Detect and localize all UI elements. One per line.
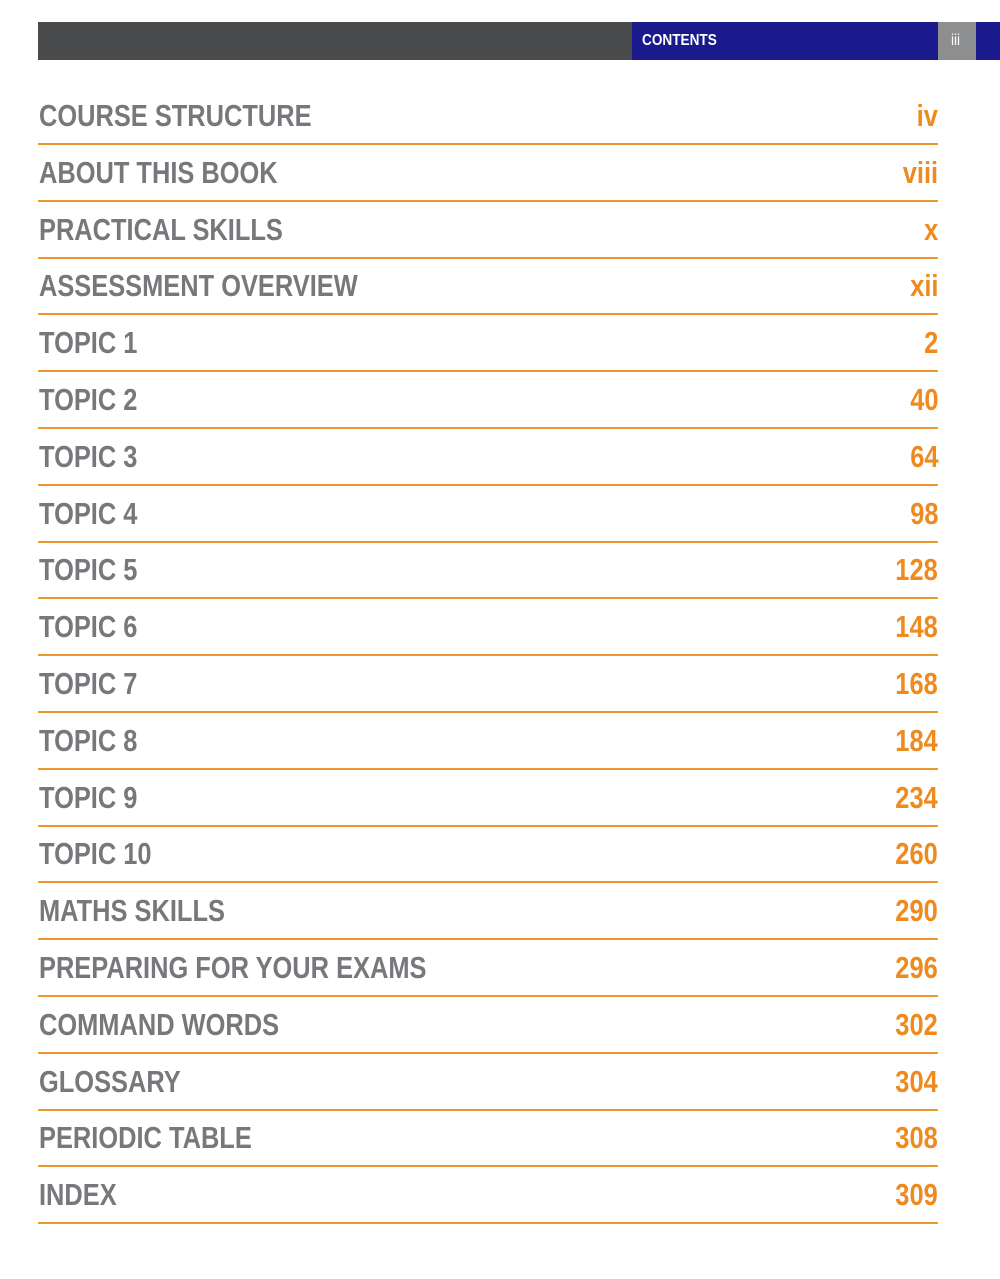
- divider: [38, 711, 938, 713]
- entry-page: 296: [895, 950, 938, 985]
- entry-page: 128: [895, 552, 938, 588]
- entry-title: PERIODIC TABLE: [39, 1120, 252, 1156]
- divider: [38, 1108, 938, 1111]
- entry-title: ABOUT THIS BOOK: [39, 154, 278, 190]
- entry-title: COURSE STRUCTURE: [39, 98, 312, 133]
- header-bar: [38, 22, 632, 60]
- entry-page: 168: [895, 666, 938, 701]
- entry-title: TOPIC 9: [39, 779, 138, 815]
- entry-page: iv: [916, 98, 938, 133]
- entry-title: TOPIC 6: [39, 609, 138, 645]
- entry-page: 40: [909, 382, 938, 417]
- entry-page: 304: [895, 1063, 938, 1099]
- entry-page: 290: [895, 893, 938, 929]
- entry-title: TOPIC 2: [39, 382, 138, 417]
- entry-page: 260: [895, 836, 938, 872]
- entry-page: 184: [895, 722, 938, 758]
- entry-page: 98: [909, 495, 938, 531]
- entry-title: TOPIC 10: [39, 836, 152, 872]
- divider: [38, 313, 938, 316]
- entry-title: PRACTICAL SKILLS: [39, 211, 283, 247]
- entry-title: COMMAND WORDS: [39, 1006, 280, 1042]
- page-number: iii: [951, 32, 961, 49]
- divider: [38, 1051, 938, 1054]
- edge-bar: [976, 22, 1000, 60]
- entry-page: viii: [902, 154, 938, 190]
- divider: [38, 483, 938, 486]
- divider: [38, 199, 938, 202]
- entry-page: 64: [909, 438, 938, 474]
- divider: [38, 995, 938, 997]
- header-section-bar: CONTENTS: [632, 22, 938, 60]
- entry-title: MATHS SKILLS: [39, 893, 225, 929]
- entry-title: TOPIC 5: [39, 552, 138, 588]
- divider: [38, 370, 938, 373]
- divider: [38, 597, 938, 600]
- entry-title: INDEX: [39, 1177, 117, 1213]
- entry-title: TOPIC 4: [39, 495, 138, 531]
- entry-page: 308: [895, 1120, 938, 1156]
- entry-title: TOPIC 7: [39, 666, 138, 701]
- divider: [38, 1165, 938, 1168]
- entry-page: 148: [895, 609, 938, 645]
- entry-page: 2: [923, 325, 938, 361]
- entry-title: ASSESSMENT OVERVIEW: [39, 268, 358, 304]
- divider: [38, 256, 938, 259]
- divider: [38, 824, 938, 827]
- entry-page: 309: [895, 1177, 938, 1213]
- divider: [38, 654, 938, 657]
- entry-title: GLOSSARY: [39, 1063, 181, 1099]
- page-number-box: iii: [938, 22, 976, 60]
- divider: [38, 1222, 938, 1225]
- divider: [38, 540, 938, 543]
- entry-page: x: [923, 211, 938, 247]
- divider: [38, 427, 938, 429]
- entry-page: xii: [909, 268, 938, 304]
- divider: [38, 767, 938, 770]
- divider: [38, 881, 938, 884]
- entry-title: TOPIC 1: [39, 325, 138, 361]
- divider: [38, 143, 938, 145]
- entry-title: TOPIC 8: [39, 722, 138, 758]
- entry-title: PREPARING FOR YOUR EXAMS: [39, 950, 427, 985]
- section-title: CONTENTS: [642, 32, 717, 49]
- entry-page: 234: [895, 779, 938, 815]
- divider: [38, 938, 938, 941]
- entry-title: TOPIC 3: [39, 438, 138, 474]
- entry-page: 302: [895, 1006, 938, 1042]
